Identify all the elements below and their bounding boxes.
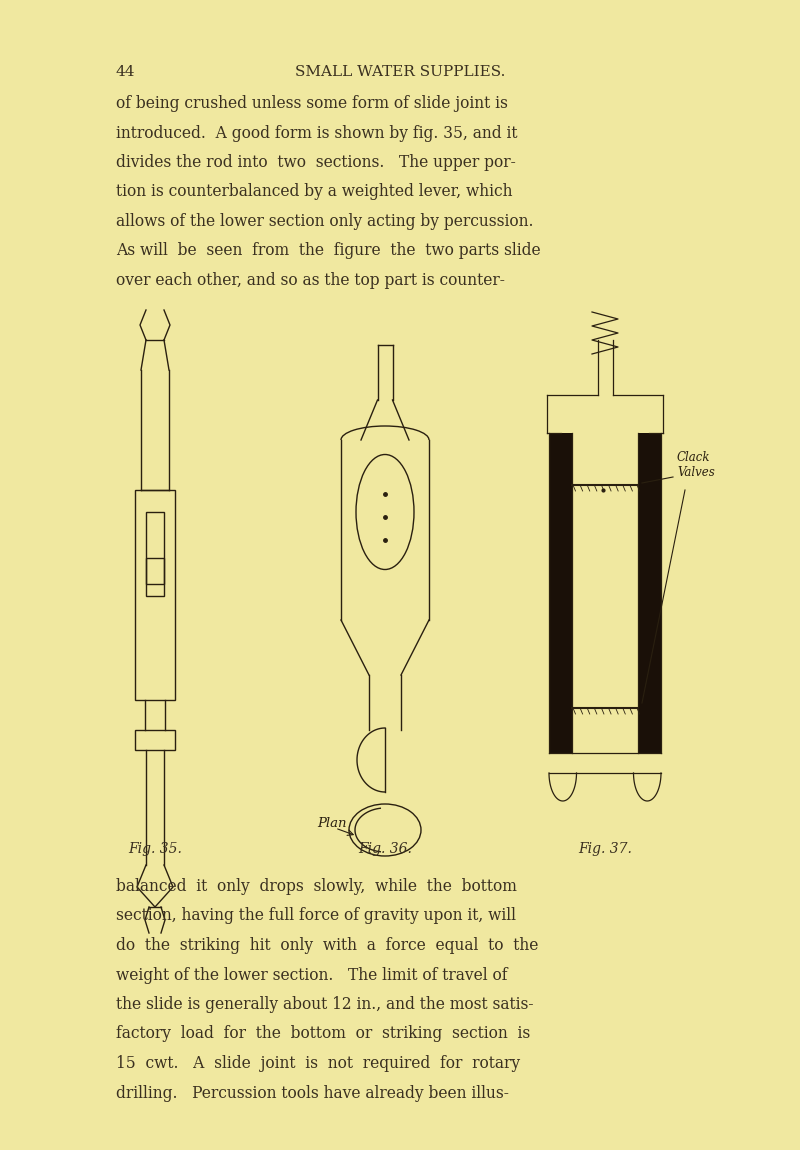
Text: factory  load  for  the  bottom  or  striking  section  is: factory load for the bottom or striking … — [116, 1026, 530, 1043]
Text: SMALL WATER SUPPLIES.: SMALL WATER SUPPLIES. — [295, 66, 505, 79]
Text: 44: 44 — [116, 66, 135, 79]
Bar — [146, 558, 164, 596]
Bar — [549, 434, 572, 753]
Bar — [135, 490, 175, 700]
Text: allows of the lower section only acting by percussion.: allows of the lower section only acting … — [116, 213, 534, 230]
Text: over each other, and so as the top part is counter-: over each other, and so as the top part … — [116, 273, 505, 289]
Text: 15  cwt.   A  slide  joint  is  not  required  for  rotary: 15 cwt. A slide joint is not required fo… — [116, 1055, 520, 1072]
Text: section, having the full force of gravity upon it, will: section, having the full force of gravit… — [116, 907, 516, 925]
Text: Plan: Plan — [317, 818, 346, 830]
Text: the slide is generally about 12 in., and the most satis-: the slide is generally about 12 in., and… — [116, 996, 534, 1013]
Text: tion is counterbalanced by a weighted lever, which: tion is counterbalanced by a weighted le… — [116, 184, 513, 200]
Text: weight of the lower section.   The limit of travel of: weight of the lower section. The limit o… — [116, 966, 507, 983]
Text: of being crushed unless some form of slide joint is: of being crushed unless some form of sli… — [116, 95, 508, 112]
Text: Clack
Valves: Clack Valves — [677, 451, 714, 480]
Text: Fig. 36.: Fig. 36. — [358, 842, 412, 856]
Bar — [135, 730, 175, 750]
Text: divides the rod into  two  sections.   The upper por-: divides the rod into two sections. The u… — [116, 154, 516, 171]
Text: Fig. 37.: Fig. 37. — [578, 842, 632, 856]
Text: drilling.   Percussion tools have already been illus-: drilling. Percussion tools have already … — [116, 1084, 509, 1102]
Text: As will  be  seen  from  the  figure  the  two parts slide: As will be seen from the figure the two … — [116, 243, 541, 260]
Text: do  the  striking  hit  only  with  a  force  equal  to  the: do the striking hit only with a force eq… — [116, 937, 538, 954]
Text: balanced  it  only  drops  slowly,  while  the  bottom: balanced it only drops slowly, while the… — [116, 877, 517, 895]
Text: Fig. 35.: Fig. 35. — [128, 842, 182, 856]
Bar — [146, 512, 164, 584]
Bar — [638, 434, 661, 753]
Text: introduced.  A good form is shown by fig. 35, and it: introduced. A good form is shown by fig.… — [116, 124, 518, 141]
